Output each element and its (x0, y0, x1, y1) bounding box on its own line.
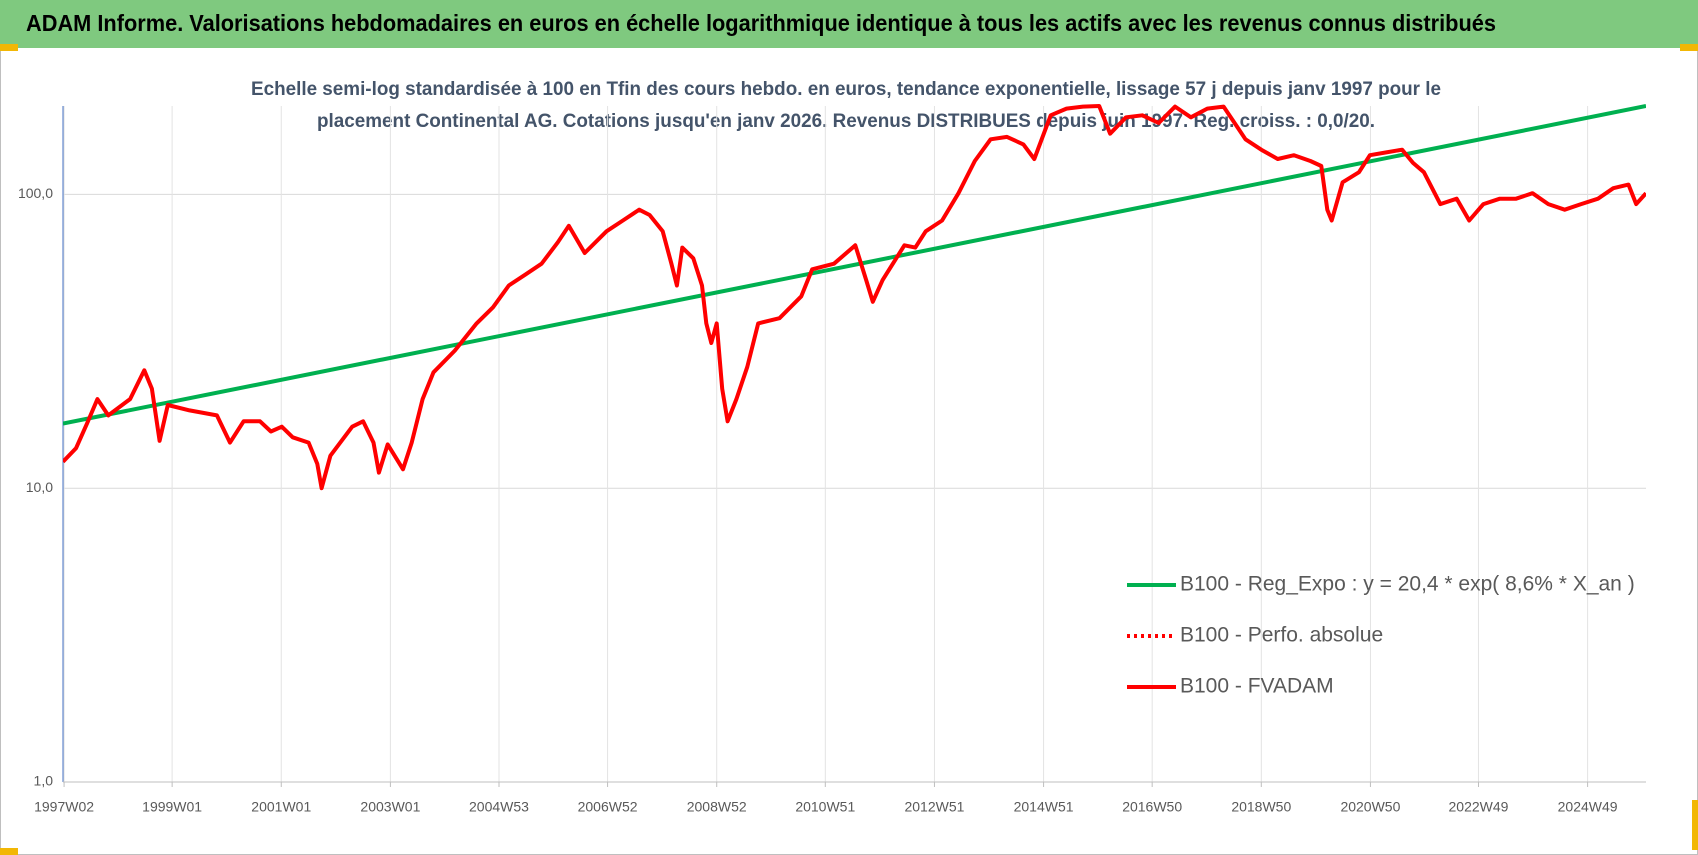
x-tick-label: 2008W52 (687, 799, 747, 815)
x-tick-label: 2003W01 (360, 799, 420, 815)
series-line (63, 104, 1646, 491)
series-line (63, 104, 1646, 426)
legend-label: B100 - FVADAM (1180, 675, 1334, 698)
chart-subtitle: placement Continental AG. Cotations jusq… (317, 111, 1375, 132)
chart-title: ADAM Informe. Valorisations hebdomadaire… (26, 10, 1496, 36)
x-tick-label: 2004W53 (469, 799, 529, 815)
x-tick-label: 2022W49 (1449, 799, 1509, 815)
x-tick-label: 1997W02 (34, 799, 94, 815)
title-bar (0, 0, 1698, 48)
legend-label: B100 - Reg_Expo : y = 20,4 * exp( 8,6% *… (1180, 573, 1635, 596)
x-tick-label: 1999W01 (142, 799, 202, 815)
corner-mark (1680, 44, 1698, 51)
x-tick-label: 2014W51 (1014, 799, 1074, 815)
x-tick-label: 2012W51 (904, 799, 964, 815)
x-tick-label: 2024W49 (1558, 799, 1618, 815)
x-tick-label: 2001W01 (251, 799, 311, 815)
x-tick-label: 2010W51 (795, 799, 855, 815)
chart-subtitle: Echelle semi-log standardisée à 100 en T… (251, 79, 1441, 100)
corner-mark (0, 848, 18, 855)
y-tick-label: 1,0 (34, 773, 54, 789)
y-tick-label: 10,0 (26, 479, 53, 495)
x-tick-label: 2006W52 (578, 799, 638, 815)
corner-mark (0, 44, 18, 51)
corner-mark (1692, 800, 1698, 850)
y-tick-label: 100,0 (18, 185, 53, 201)
x-tick-label: 2020W50 (1340, 799, 1400, 815)
x-tick-label: 2016W50 (1122, 799, 1182, 815)
x-tick-label: 2018W50 (1231, 799, 1291, 815)
legend-label: B100 - Perfo. absolue (1180, 624, 1383, 647)
